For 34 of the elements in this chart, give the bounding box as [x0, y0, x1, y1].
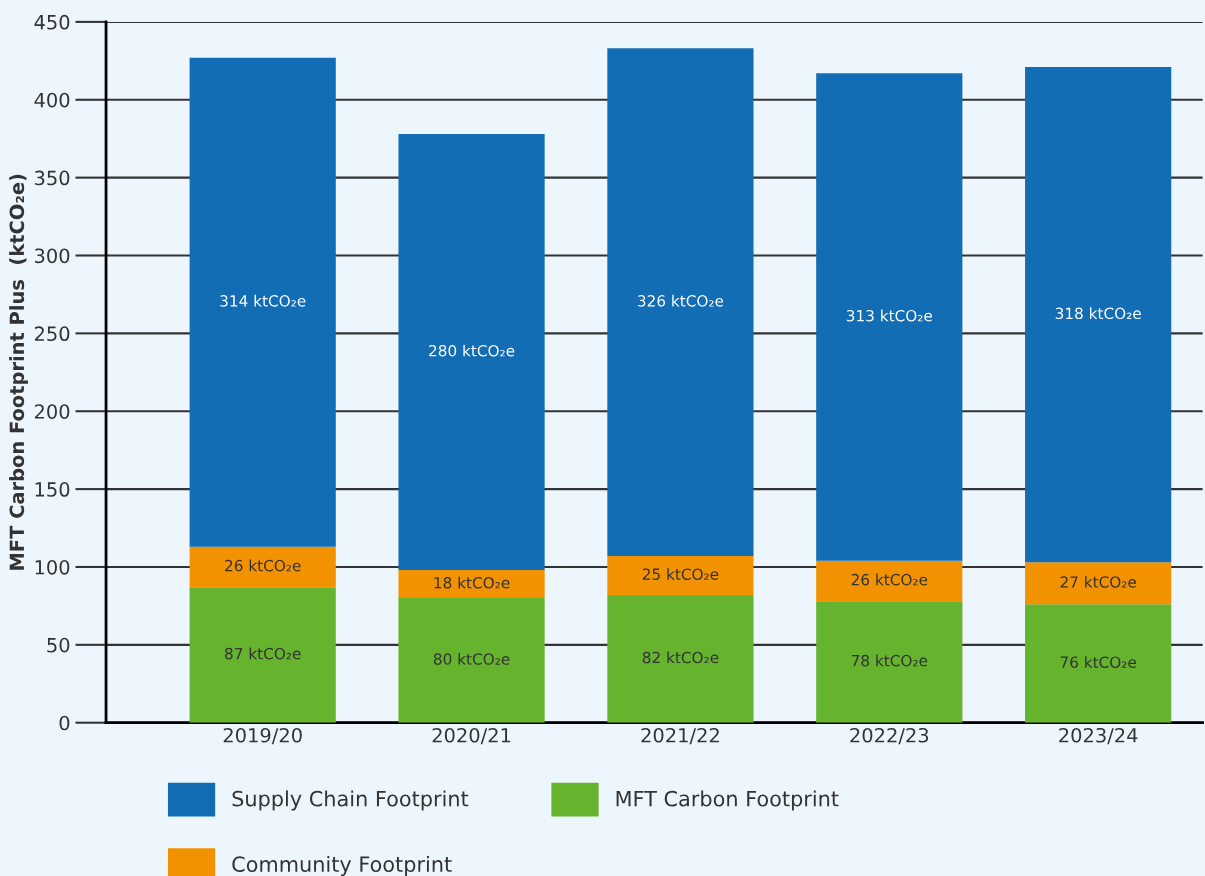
data-label: 25 ktCO₂e [642, 568, 719, 580]
y-tick-label: 350 [34, 170, 70, 186]
data-label: 326 ktCO₂e [638, 294, 724, 307]
data-label: 80 ktCO₂e [433, 653, 510, 665]
y-tick-label: 200 [34, 404, 70, 419]
y-tick-label: 450 [34, 14, 70, 30]
data-label: 313 ktCO₂e [846, 309, 933, 322]
legend-label: MFT Carbon Footprint [616, 790, 839, 811]
y-tick-label: 100 [35, 559, 70, 575]
y-tick-label: 50 [47, 637, 70, 653]
y-tick-label: 0 [59, 715, 70, 731]
x-tick-label: 2019/20 [223, 727, 302, 745]
data-label: 280 ktCO₂e [429, 344, 515, 357]
y-axis-title: MFT Carbon Footprint Plus (ktCO₂e) [9, 174, 28, 570]
data-label: 78 ktCO₂e [851, 654, 928, 667]
x-tick-label: 2022/23 [850, 727, 929, 745]
legend-label: Supply Chain Footprint [232, 790, 469, 811]
data-label: 26 ktCO₂e [851, 573, 928, 586]
legend-label: Community Footprint [232, 855, 452, 876]
y-tick-label: 400 [34, 92, 70, 108]
data-label: 82 ktCO₂e [642, 651, 719, 664]
y-tick-label: 250 [34, 326, 70, 342]
y-tick-label: 150 [35, 482, 70, 497]
data-label: 76 ktCO₂e [1060, 656, 1137, 668]
data-label: 26 ktCO₂e [225, 559, 301, 572]
data-label: 87 ktCO₂e [225, 647, 301, 660]
data-label: 18 ktCO₂e [434, 576, 510, 589]
y-tick-label: 300 [34, 248, 70, 264]
data-label: 314 ktCO₂e [220, 294, 306, 307]
x-tick-label: 2023/24 [1059, 727, 1138, 745]
x-tick-label: 2021/22 [641, 727, 719, 745]
data-label: 318 ktCO₂e [1055, 307, 1141, 320]
x-tick-label: 2020/21 [432, 727, 511, 745]
data-label: 27 ktCO₂e [1060, 575, 1137, 588]
